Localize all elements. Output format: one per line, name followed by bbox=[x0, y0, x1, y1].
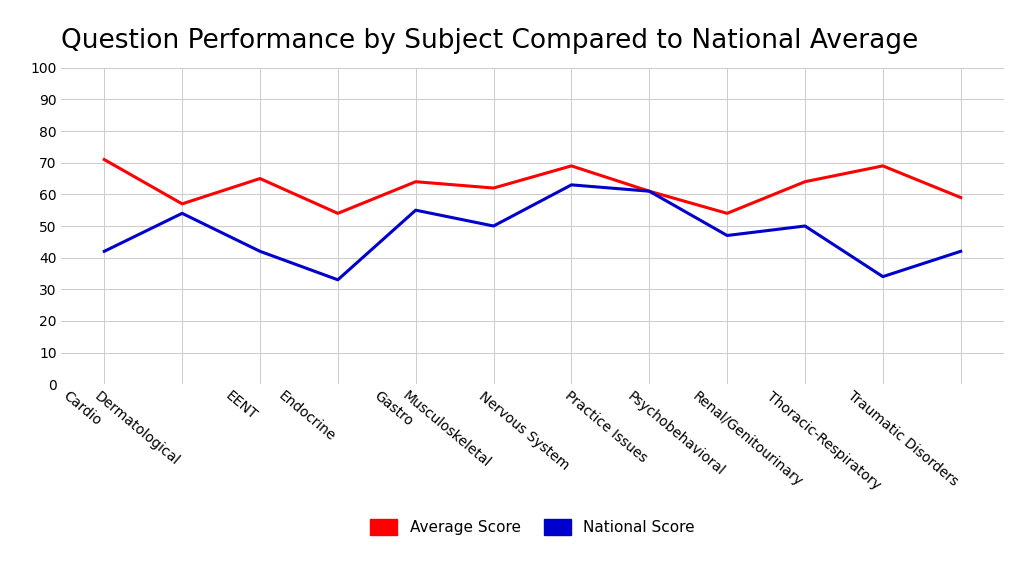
National Score bbox=[332, 276, 344, 283]
Average Score bbox=[98, 156, 111, 163]
National Score bbox=[254, 248, 266, 255]
National Score bbox=[643, 188, 655, 194]
Average Score bbox=[877, 163, 889, 170]
Average Score bbox=[487, 185, 500, 192]
Text: Question Performance by Subject Compared to National Average: Question Performance by Subject Compared… bbox=[61, 28, 919, 54]
National Score bbox=[176, 210, 188, 217]
Average Score bbox=[721, 210, 733, 217]
National Score bbox=[565, 181, 578, 188]
National Score bbox=[98, 248, 111, 255]
National Score bbox=[954, 248, 967, 255]
National Score bbox=[487, 223, 500, 229]
Average Score bbox=[954, 194, 967, 201]
National Score bbox=[721, 232, 733, 239]
Line: Average Score: Average Score bbox=[104, 159, 961, 214]
National Score bbox=[799, 223, 811, 229]
Average Score bbox=[565, 163, 578, 170]
Average Score bbox=[799, 179, 811, 185]
Line: National Score: National Score bbox=[104, 185, 961, 280]
Average Score bbox=[643, 188, 655, 194]
Average Score bbox=[176, 201, 188, 207]
Average Score bbox=[332, 210, 344, 217]
National Score bbox=[410, 207, 422, 214]
Average Score bbox=[254, 175, 266, 182]
Legend: Average Score, National Score: Average Score, National Score bbox=[364, 513, 701, 541]
Average Score bbox=[410, 179, 422, 185]
National Score bbox=[877, 273, 889, 280]
